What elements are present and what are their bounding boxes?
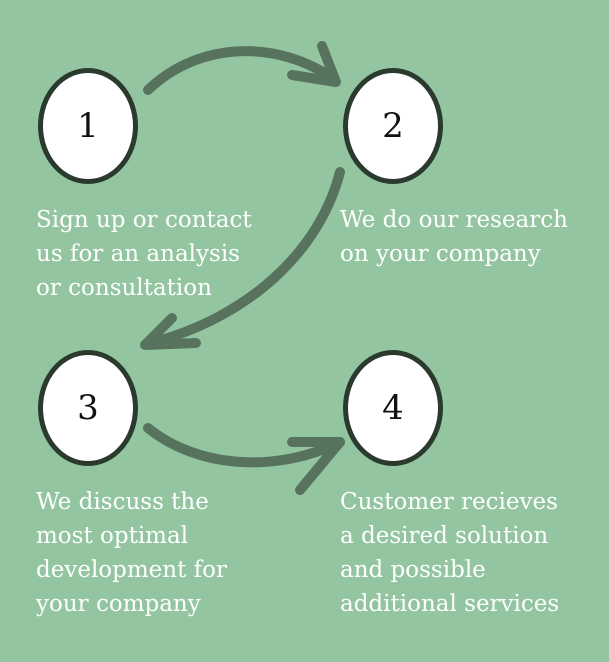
step-3-number: 3 xyxy=(77,388,99,428)
step-2-line: on your company xyxy=(340,241,541,267)
step-4-line: and possible xyxy=(340,557,486,583)
step-3-circle: 3 xyxy=(38,350,138,466)
step-4-circle: 4 xyxy=(343,350,443,466)
step-1-line: or consultation xyxy=(36,275,212,301)
step-4-number: 4 xyxy=(382,388,404,428)
arrowhead-3-to-4 xyxy=(287,437,345,495)
step-4-line: additional services xyxy=(340,591,560,617)
step-4-description: Customer recieves a desired solution and… xyxy=(340,485,559,621)
step-3-line: We discuss the xyxy=(36,489,209,515)
step-2-circle: 2 xyxy=(343,68,443,184)
arrowhead-1-to-2 xyxy=(287,41,341,87)
step-3-description: We discuss the most optimal development … xyxy=(36,485,227,621)
step-2-number: 2 xyxy=(382,106,404,146)
step-1-circle: 1 xyxy=(38,68,138,184)
arrow-2-to-3 xyxy=(142,167,345,349)
step-4-line: a desired solution xyxy=(340,523,549,549)
step-1-line: Sign up or contact xyxy=(36,207,252,233)
step-1-line: us for an analysis xyxy=(36,241,240,267)
step-4-line: Customer recieves xyxy=(340,489,558,515)
arrow-3-to-4 xyxy=(143,423,345,468)
step-2-description: We do our research on your company xyxy=(340,203,568,271)
step-2-line: We do our research xyxy=(340,207,568,233)
step-3-line: your company xyxy=(36,591,201,617)
step-3-line: development for xyxy=(36,557,228,583)
step-1-number: 1 xyxy=(77,106,99,146)
arrowhead-2-to-3 xyxy=(140,313,201,350)
step-3-line: most optimal xyxy=(36,523,189,549)
arrow-1-to-2 xyxy=(143,46,340,95)
step-1-description: Sign up or contact us for an analysis or… xyxy=(36,203,252,305)
